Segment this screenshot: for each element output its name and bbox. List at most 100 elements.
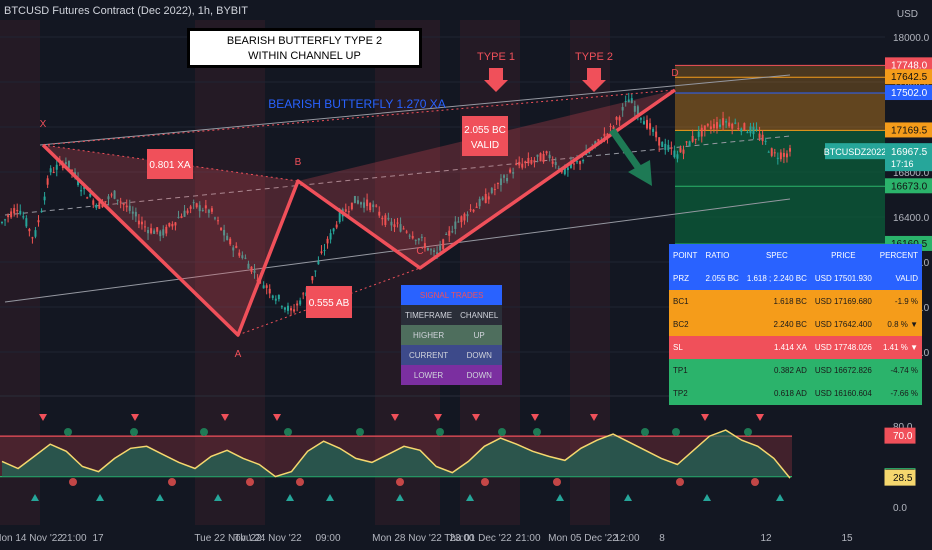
signal-row-b: DOWN <box>466 350 492 360</box>
x-tick-label: 15 <box>841 533 853 544</box>
candle-body <box>582 159 585 162</box>
signal-table: SIGNAL TRADES TIMEFRAME CHANNEL HIGHER U… <box>401 285 503 385</box>
candle-body <box>347 211 350 213</box>
candle-body <box>506 177 509 182</box>
price-level-label: 16673.0 <box>891 181 928 192</box>
candle-body <box>198 205 201 212</box>
candle-body <box>442 239 445 250</box>
fib-cell-point: TP2 <box>673 389 688 398</box>
candle-body <box>417 238 420 241</box>
fib-cell-ratio: 2.055 BC <box>705 274 739 283</box>
candle-body <box>773 152 776 154</box>
fib-cell-ratio <box>701 313 742 336</box>
candle-body <box>143 226 146 228</box>
candle-body <box>238 252 241 256</box>
fib-cell-spec: 1.618 BC <box>773 297 807 306</box>
candle-body <box>785 153 788 158</box>
fib-cell-price: USD 17501.930 <box>814 274 872 283</box>
osc-tick-label: 0.0 <box>893 503 907 514</box>
candle-body <box>183 210 186 217</box>
candle-body <box>360 202 363 205</box>
candle-body <box>746 132 749 134</box>
candle-body <box>405 231 408 233</box>
candle-body <box>43 196 46 201</box>
candle-body <box>77 178 80 186</box>
candle-body <box>539 153 542 162</box>
candle-body <box>37 220 40 223</box>
x-tick-label: 12 <box>760 533 772 544</box>
candle-body <box>83 186 86 190</box>
fib-header: RATIO <box>705 251 730 260</box>
candle-body <box>563 167 566 175</box>
osc-sell-marker <box>434 414 442 421</box>
fib-header: SPEC <box>765 251 788 260</box>
candle-body <box>177 216 180 218</box>
candle-body <box>116 199 119 201</box>
candle-body <box>55 164 58 170</box>
candle-body <box>764 140 767 142</box>
osc-buy-marker <box>96 494 104 501</box>
candle-body <box>107 196 110 200</box>
candle-body <box>235 245 238 248</box>
osc-sell-marker <box>221 414 229 421</box>
candle-body <box>207 209 210 213</box>
candle-body <box>460 216 463 223</box>
signal-row-b: DOWN <box>466 370 492 380</box>
candle-body <box>241 255 244 259</box>
price-level-label: 17169.5 <box>891 125 928 136</box>
candle-body <box>749 126 752 134</box>
candle-body <box>192 202 195 204</box>
candle-body <box>67 160 70 168</box>
osc-dot <box>356 428 364 436</box>
pattern-title-box: BEARISH BUTTERFLY TYPE 2 WITHIN CHANNEL … <box>187 28 422 68</box>
pattern-bcd-fill <box>298 90 675 268</box>
candle-body <box>542 153 545 162</box>
candle-body <box>317 261 320 265</box>
candle-body <box>25 218 28 227</box>
osc-sell-marker <box>590 414 598 421</box>
signal-row-a: CURRENT <box>409 350 449 360</box>
candle-body <box>232 247 235 251</box>
candle-body <box>387 217 390 220</box>
candle-body <box>22 216 25 218</box>
candle-body <box>509 169 512 173</box>
x-tick-label: Thu 24 Nov '22 <box>234 533 302 544</box>
candle-body <box>633 105 636 112</box>
candle-body <box>566 167 569 171</box>
candle-body <box>110 194 113 196</box>
candle-body <box>572 163 575 165</box>
candle-body <box>338 212 341 223</box>
entry-zone <box>675 93 885 131</box>
candle-body <box>639 118 642 120</box>
type-marker-label: TYPE 2 <box>575 51 613 63</box>
candle-body <box>247 263 250 269</box>
candle-body <box>521 163 524 168</box>
price-level-label: 16160.5 <box>891 239 928 250</box>
candle-body <box>615 117 618 120</box>
pattern-point-a-label: A <box>235 349 242 360</box>
candle-body <box>515 164 518 166</box>
osc-dot <box>744 428 752 436</box>
ratio-xa-label: 0.801 XA <box>149 160 190 171</box>
fib-cell-point: PRZ <box>673 274 689 283</box>
candle-body <box>353 195 356 204</box>
candle-body <box>19 210 22 215</box>
candle-body <box>779 152 782 160</box>
projection-arrow-line <box>609 127 643 173</box>
candle-body <box>153 230 156 234</box>
candle-body <box>433 250 436 252</box>
osc-level-label: 28.5 <box>893 473 913 484</box>
candle-body <box>408 235 411 237</box>
candle-body <box>31 237 34 239</box>
candle-body <box>448 230 451 236</box>
fib-cell-percent: 1.41 % ▼ <box>882 343 919 352</box>
osc-sell-marker <box>701 414 709 421</box>
osc-dot <box>200 428 208 436</box>
candle-body <box>64 162 67 164</box>
fib-cell-percent: -7.66 % <box>890 389 919 398</box>
candle-body <box>119 201 122 203</box>
pattern-point-d-label: D <box>671 68 678 79</box>
candle-body <box>253 270 256 273</box>
candle-body <box>429 249 432 251</box>
